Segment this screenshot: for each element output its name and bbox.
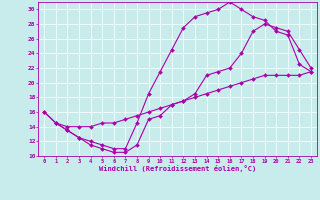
X-axis label: Windchill (Refroidissement éolien,°C): Windchill (Refroidissement éolien,°C) [99,165,256,172]
